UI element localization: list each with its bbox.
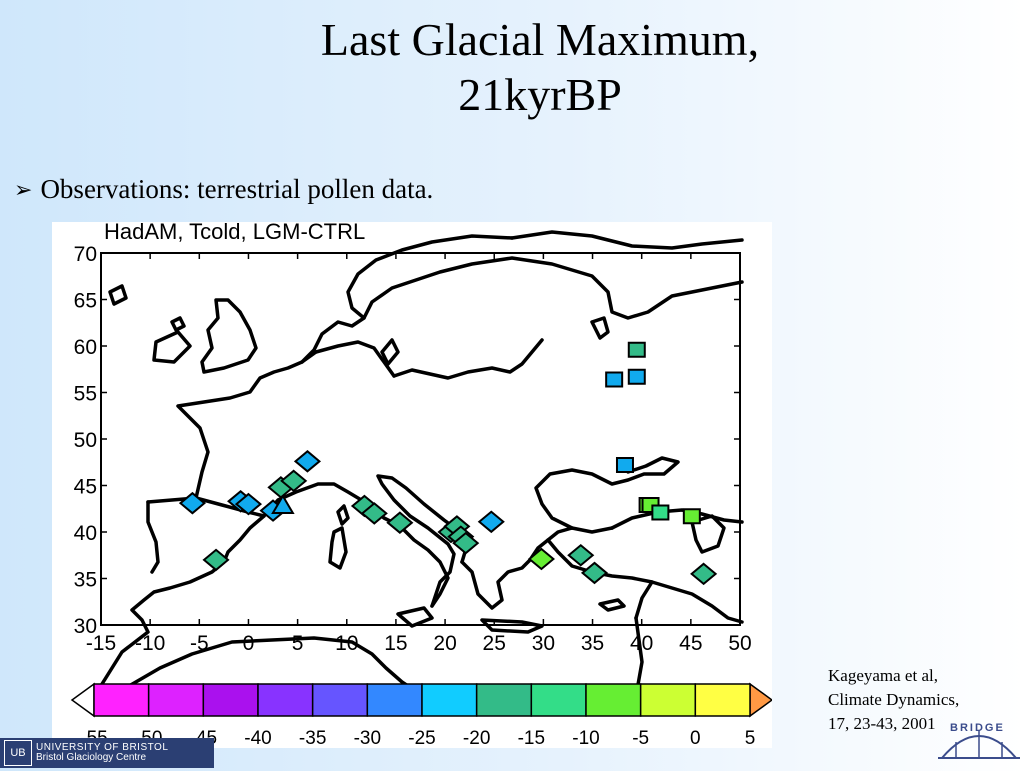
y-tick-label: 60 [74, 336, 97, 359]
x-tick-label: 10 [335, 632, 358, 655]
bridge-logo: BRIDGE [936, 718, 1022, 766]
pollen-site-marker [627, 341, 646, 358]
pollen-site-marker [477, 510, 505, 534]
x-tick-label: 0 [243, 632, 255, 655]
map-figure: HadAM, Tcold, LGM-CTRL [52, 222, 772, 748]
x-tick-label: 30 [532, 632, 555, 655]
pollen-site-marker [386, 511, 414, 535]
colorbar-label: 5 [745, 728, 756, 748]
pollen-site-marker [452, 531, 480, 555]
slide-title-line1: Last Glacial Maximum, [320, 14, 760, 65]
citation-line1: Kageyama et al, [828, 666, 938, 685]
colorbar-over-arrow [749, 682, 772, 718]
bullet-item: ➢ Observations: terrestrial pollen data. [14, 174, 433, 205]
colorbar-label: -15 [518, 728, 545, 748]
bridge-logo-text: BRIDGE [950, 722, 1005, 734]
pollen-site-marker [567, 543, 595, 567]
citation-line2: Climate Dynamics, [828, 689, 960, 709]
pollen-site-marker [527, 547, 555, 571]
bullet-text: Observations: terrestrial pollen data. [40, 174, 434, 204]
pollen-site-marker [360, 502, 388, 525]
colorbar-swatch [585, 683, 642, 717]
colorbar-label: -25 [408, 728, 435, 748]
pollen-site-marker [293, 450, 322, 473]
map-plot: HadAM, Tcold, LGM-CTRL [70, 222, 772, 748]
colorbar-under-arrow [70, 682, 95, 718]
x-tick-label: 20 [433, 632, 456, 655]
pollen-site-markers [178, 341, 718, 586]
x-tick-label: 25 [483, 632, 506, 655]
pollen-site-marker [605, 371, 624, 388]
pollen-site-marker [682, 508, 701, 525]
colorbar-label: -20 [463, 728, 490, 748]
pollen-site-marker [234, 492, 263, 516]
pollen-site-marker [280, 469, 308, 493]
colorbar-swatch [530, 683, 587, 717]
y-tick-label: 50 [74, 429, 97, 452]
x-tick-label: -15 [86, 632, 116, 655]
y-tick-label: 55 [74, 383, 97, 406]
y-tick-label: 65 [74, 290, 97, 313]
x-tick-label: 50 [728, 632, 751, 655]
colorbar-swatch [257, 683, 314, 717]
x-tick-label: -10 [135, 632, 165, 655]
slide-title: Last Glacial Maximum, 21kyrBP [0, 12, 1024, 122]
y-tick-label: 45 [74, 476, 97, 499]
citation: Kageyama et al, Climate Dynamics, 17, 23… [828, 664, 1018, 735]
citation-line3: 17, 23-43, 2001 [828, 713, 936, 733]
university-logo: UB UNIVERSITY OF BRISTOL Bristol Glaciol… [0, 738, 214, 768]
x-tick-label: 15 [384, 632, 407, 655]
colorbar-swatch [147, 683, 205, 717]
colorbar-swatch [639, 683, 697, 717]
colorbar-swatch [93, 683, 150, 717]
colorbar-swatch [421, 683, 478, 717]
bullet-arrow-icon: ➢ [14, 176, 33, 202]
y-tick-label: 70 [74, 243, 97, 266]
colorbar-swatch [202, 683, 259, 717]
coastlines [90, 230, 744, 714]
x-tick-label: 5 [292, 632, 304, 655]
pollen-site-marker [651, 504, 670, 521]
colorbar-label: -30 [354, 728, 381, 748]
pollen-site-marker [615, 457, 634, 474]
slide-title-line2: 21kyrBP [458, 69, 622, 121]
colorbar-label: -10 [572, 728, 599, 748]
colorbar-label: -40 [244, 728, 271, 748]
colorbar-label: 0 [690, 728, 701, 748]
pollen-site-marker [690, 562, 718, 586]
colorbar-swatch [475, 683, 533, 717]
axes-layer: -15 -10 -5 0 5 10 15 20 25 30 35 40 45 50 30 35 40 45 50 55… [74, 243, 752, 655]
colorbar-swatch [366, 683, 423, 717]
pollen-site-marker [178, 491, 206, 515]
centre-name: Bristol Glaciology Centre [36, 752, 147, 763]
y-tick-label: 35 [74, 569, 97, 592]
university-crest-icon: UB [4, 740, 32, 766]
x-tick-label: 45 [679, 632, 702, 655]
colorbar: -55-50-45-40-35-30-25-20-15-10-505 [70, 682, 772, 748]
x-tick-label: 40 [630, 632, 653, 655]
x-tick-label: -5 [190, 632, 209, 655]
map-title: HadAM, Tcold, LGM-CTRL [104, 222, 365, 244]
x-tick-label: 35 [581, 632, 604, 655]
y-tick-label: 40 [74, 522, 97, 545]
pollen-site-marker [202, 548, 230, 572]
bridge-logo-icon [938, 730, 1020, 759]
colorbar-label: -5 [632, 728, 649, 748]
pollen-site-marker [580, 561, 609, 585]
university-name: UNIVERSITY OF BRISTOL [36, 741, 169, 753]
plot-frame [100, 252, 741, 626]
colorbar-swatch [694, 683, 751, 717]
colorbar-label: -35 [299, 728, 326, 748]
colorbar-swatch [311, 683, 369, 717]
y-tick-label: 30 [74, 615, 97, 638]
pollen-site-marker [271, 494, 295, 515]
pollen-site-marker [627, 368, 646, 385]
